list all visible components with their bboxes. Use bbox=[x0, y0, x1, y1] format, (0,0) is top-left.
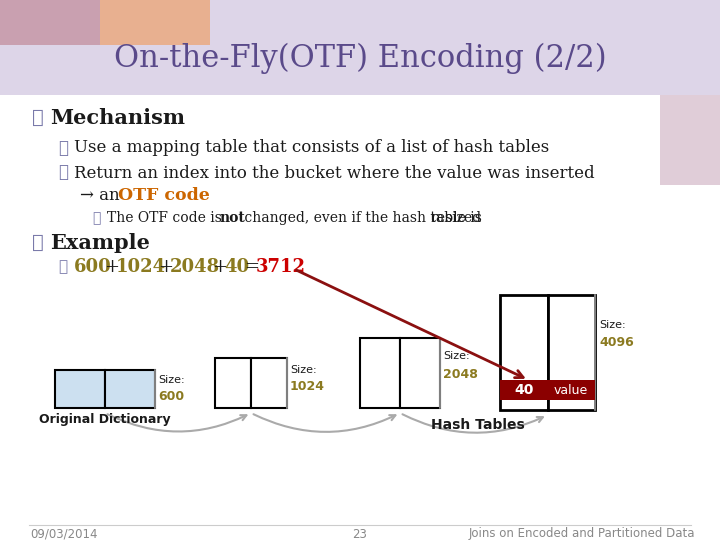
Bar bbox=[360, 338, 400, 408]
Text: value: value bbox=[554, 383, 588, 396]
Text: Size:: Size: bbox=[158, 375, 184, 385]
Text: 600: 600 bbox=[158, 389, 184, 402]
Bar bbox=[215, 358, 251, 408]
Bar bbox=[547, 295, 595, 410]
Text: 40: 40 bbox=[514, 383, 534, 397]
Text: ④: ④ bbox=[58, 165, 68, 181]
Text: ④: ④ bbox=[58, 260, 67, 274]
Text: changed, even if the hash table is: changed, even if the hash table is bbox=[240, 211, 482, 225]
Text: Use a mapping table that consists of a list of hash tables: Use a mapping table that consists of a l… bbox=[74, 139, 549, 157]
Text: 4096: 4096 bbox=[599, 336, 634, 349]
Text: Size:: Size: bbox=[443, 351, 469, 361]
Bar bbox=[500, 380, 547, 400]
Text: 1024: 1024 bbox=[290, 380, 325, 393]
Text: Hash Tables: Hash Tables bbox=[431, 418, 524, 432]
Bar bbox=[55, 370, 105, 408]
Text: Return an index into the bucket where the value was inserted: Return an index into the bucket where th… bbox=[74, 165, 595, 181]
Text: +: + bbox=[104, 258, 119, 276]
Bar bbox=[400, 338, 440, 408]
Text: resized: resized bbox=[430, 211, 481, 225]
Text: +: + bbox=[158, 258, 173, 276]
Text: Original Dictionary: Original Dictionary bbox=[39, 414, 171, 427]
Bar bbox=[0, 0, 720, 95]
Text: Mechanism: Mechanism bbox=[50, 108, 185, 128]
Text: The OTF code is: The OTF code is bbox=[107, 211, 226, 225]
Bar bbox=[660, 95, 720, 185]
Bar bbox=[500, 295, 547, 410]
Text: 3712: 3712 bbox=[256, 258, 306, 276]
Text: ④: ④ bbox=[92, 211, 100, 225]
Text: Size:: Size: bbox=[599, 320, 626, 330]
Text: 1024: 1024 bbox=[116, 258, 166, 276]
Text: 40: 40 bbox=[224, 258, 249, 276]
Bar bbox=[251, 358, 287, 408]
Text: Size:: Size: bbox=[290, 365, 317, 375]
Bar bbox=[0, 0, 100, 45]
Text: ④: ④ bbox=[58, 139, 68, 157]
Bar bbox=[105, 370, 155, 408]
Text: ④: ④ bbox=[32, 109, 44, 127]
Text: 2048: 2048 bbox=[170, 258, 220, 276]
Text: 2048: 2048 bbox=[443, 368, 478, 381]
Text: 600: 600 bbox=[74, 258, 112, 276]
Text: 23: 23 bbox=[353, 528, 367, 540]
Text: ④: ④ bbox=[32, 234, 44, 252]
Text: On-the-Fly(OTF) Encoding (2/2): On-the-Fly(OTF) Encoding (2/2) bbox=[114, 43, 606, 73]
Text: =: = bbox=[244, 258, 259, 276]
Text: Example: Example bbox=[50, 233, 150, 253]
Text: OTF code: OTF code bbox=[118, 187, 210, 205]
Text: +: + bbox=[212, 258, 227, 276]
Text: → an: → an bbox=[80, 187, 125, 205]
Bar bbox=[547, 380, 595, 400]
Text: Joins on Encoded and Partitioned Data: Joins on Encoded and Partitioned Data bbox=[469, 528, 695, 540]
Bar bbox=[100, 0, 210, 45]
Text: 09/03/2014: 09/03/2014 bbox=[30, 528, 97, 540]
Text: not: not bbox=[220, 211, 246, 225]
